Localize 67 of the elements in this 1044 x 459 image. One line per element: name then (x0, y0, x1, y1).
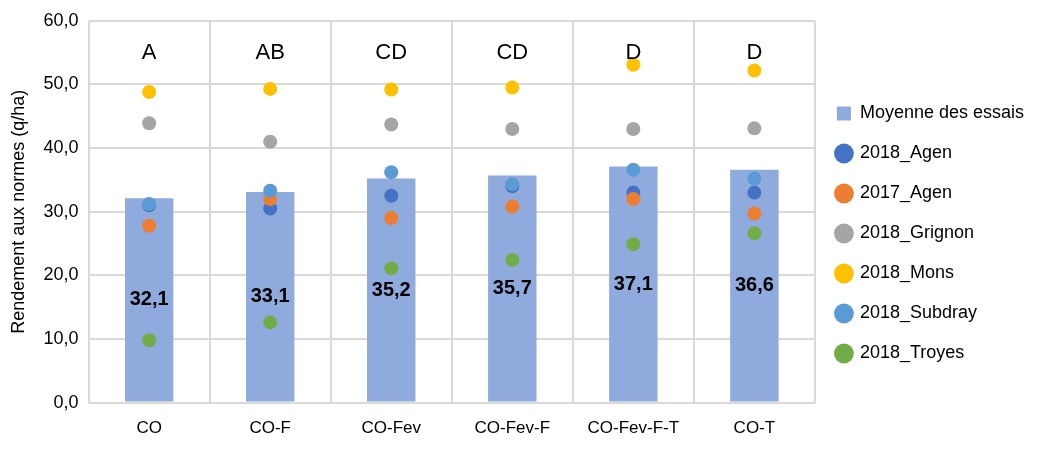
y-tick-label: 30,0 (43, 200, 79, 221)
data-label: 35,7 (492, 276, 532, 299)
data-label: 37,1 (613, 271, 653, 294)
point (747, 121, 762, 136)
data-label: 32,1 (129, 287, 169, 310)
point (263, 315, 278, 330)
bar (245, 191, 295, 402)
bar (367, 178, 416, 402)
point (747, 63, 762, 78)
point (384, 188, 399, 203)
x-tick-label: CO-Fev-F-T (587, 418, 680, 438)
legend-label: 2018_Mons (859, 262, 954, 284)
point (747, 226, 762, 241)
point (384, 211, 399, 226)
annotation: A (141, 38, 157, 64)
point (505, 199, 520, 214)
data-label: 35,2 (371, 277, 411, 300)
point (384, 117, 399, 132)
point (747, 185, 762, 200)
point (384, 165, 399, 180)
point (626, 121, 641, 136)
annotation: AB (255, 38, 285, 64)
y-tick-label: 40,0 (43, 137, 79, 158)
annotation: CD (496, 38, 529, 64)
y-tick-label: 10,0 (43, 327, 79, 348)
point (142, 218, 157, 233)
data-label: 36,6 (734, 273, 774, 296)
bar (730, 169, 779, 402)
point (142, 85, 157, 100)
annotation: D (625, 38, 642, 64)
point (263, 134, 278, 149)
y-tick-label: 0,0 (53, 391, 79, 412)
point (626, 162, 641, 177)
legend-label: 2018_Troyes (859, 342, 965, 364)
point (142, 333, 157, 348)
point (505, 80, 520, 95)
legend-label: 2018_Grignon (859, 222, 974, 244)
x-tick-label: CO-F (249, 418, 291, 438)
y-tick-label: 50,0 (43, 73, 79, 94)
x-tick-label: CO (136, 418, 162, 438)
legend-label: 2018_Agen (859, 142, 952, 164)
y-tick-label: 60,0 (43, 9, 79, 30)
x-tick-label: CO-Fev-F (474, 418, 551, 438)
point (384, 82, 399, 97)
point (747, 206, 762, 221)
annotation: CD (375, 38, 408, 64)
bar (124, 198, 174, 402)
data-label: 33,1 (250, 284, 290, 307)
y-tick-label: 20,0 (43, 264, 79, 285)
legend-label: 2018_Subdray (859, 302, 978, 324)
x-tick-label: CO-Fev (361, 418, 422, 438)
bar (488, 175, 537, 402)
point (263, 81, 278, 96)
point (626, 237, 641, 252)
point (747, 171, 762, 186)
bar (609, 166, 658, 402)
x-tick-label: CO-T (733, 418, 776, 438)
point (626, 191, 641, 206)
point (263, 183, 278, 198)
point (142, 116, 157, 131)
legend-label: 2017_Agen (859, 182, 952, 204)
point (505, 121, 520, 136)
point (384, 261, 399, 276)
legend-label: Moyenne des essais (859, 102, 1024, 123)
y-axis-title: Rendement aux normes (q/ha) (7, 89, 28, 334)
annotation: D (746, 38, 763, 64)
point (505, 253, 520, 268)
